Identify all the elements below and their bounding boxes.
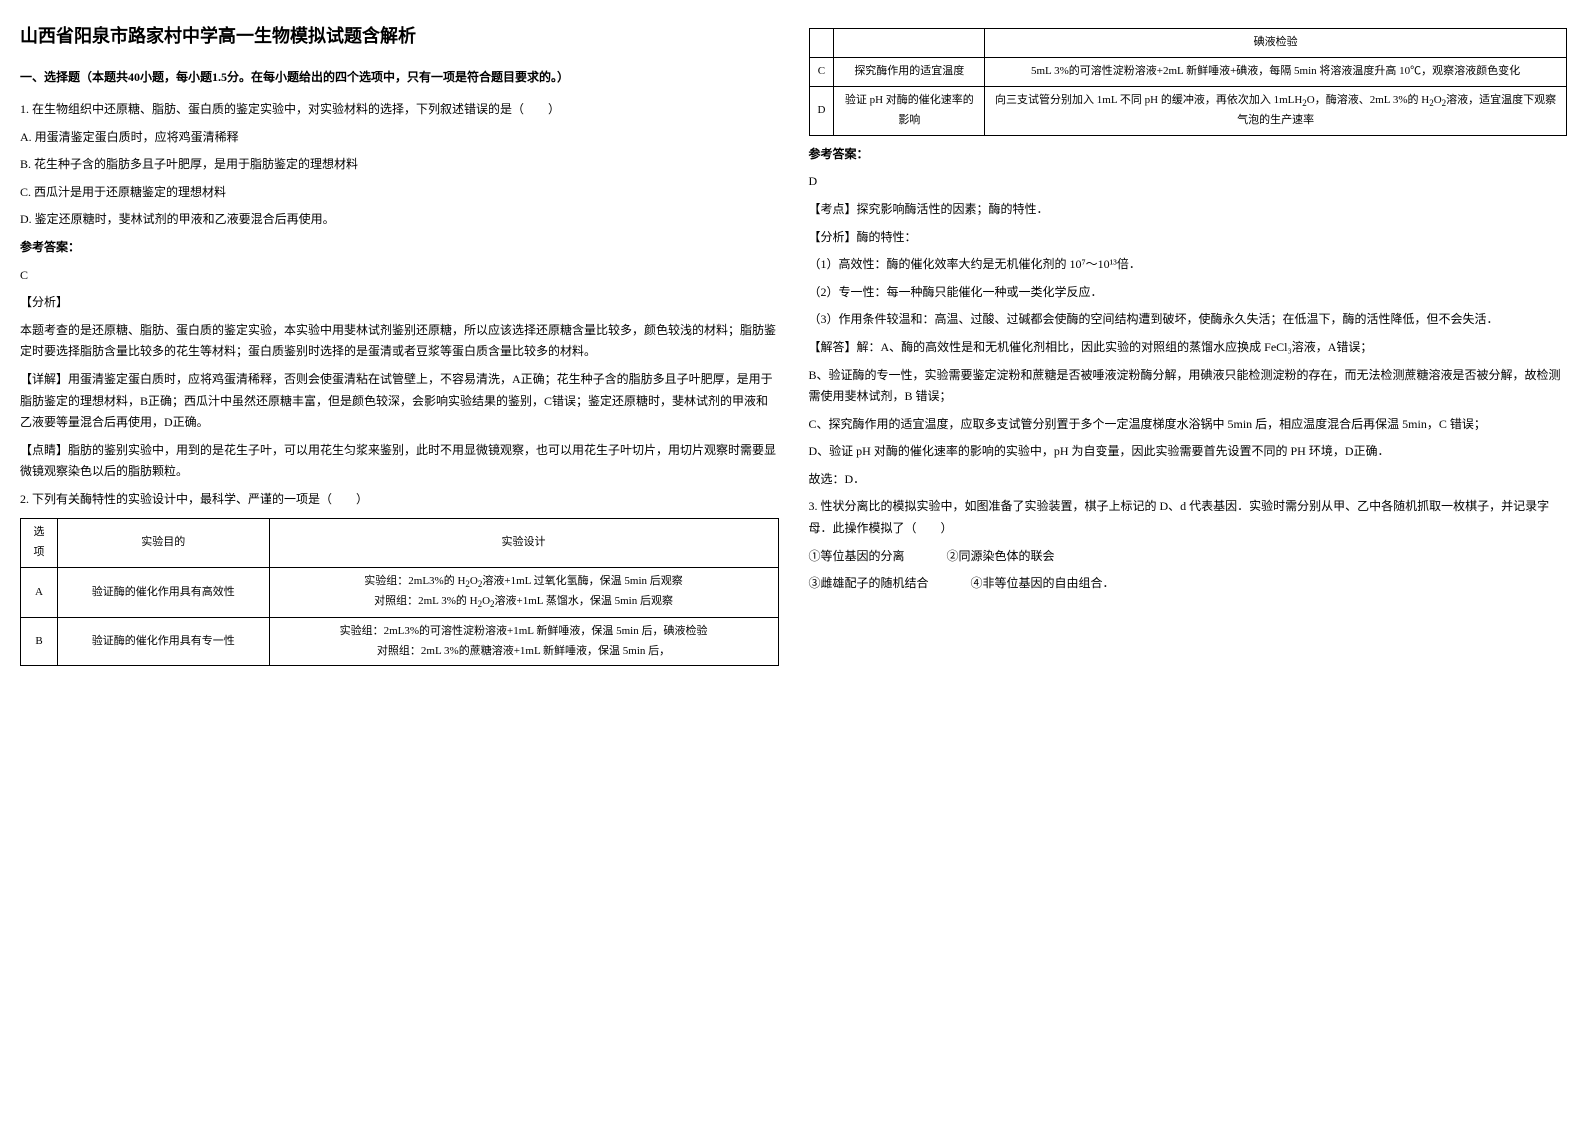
q1-answer: C — [20, 265, 779, 287]
q2-rowA-purpose: 验证酶的催化作用具有高效性 — [58, 568, 270, 618]
q1-stem: 1. 在生物组织中还原糖、脂肪、蛋白质的鉴定实验中，对实验材料的选择，下列叙述错… — [20, 99, 779, 121]
q2-rowA-opt: A — [21, 568, 58, 618]
q2-rowB-cont-opt — [809, 29, 834, 58]
section-header: 一、选择题（本题共40小题，每小题1.5分。在每小题给出的四个选项中，只有一项是… — [20, 67, 779, 89]
q1-answer-label: 参考答案： — [20, 237, 779, 259]
q2-th-design: 实验设计 — [269, 519, 778, 568]
q2-fenxi-label: 【分析】酶的特性： — [809, 227, 1568, 249]
q1-analysis-label: 【分析】 — [20, 292, 779, 314]
right-column: 碘液检验 C 探究酶作用的适宜温度 5mL 3%的可溶性淀粉溶液+2mL 新鲜唾… — [809, 20, 1568, 674]
q3-opts-row1: ①等位基因的分离 ②同源染色体的联会 — [809, 546, 1568, 568]
q2-th-opt: 选项 — [21, 519, 58, 568]
page-title: 山西省阳泉市路家村中学高一生物模拟试题含解析 — [20, 20, 779, 52]
q2-th-purpose: 实验目的 — [58, 519, 270, 568]
q2-jieda-B: B、验证酶的专一性，实验需要鉴定淀粉和蔗糖是否被唾液淀粉酶分解，用碘液只能检测淀… — [809, 365, 1568, 408]
q2-jieda-A: 【解答】解：A、酶的高效性是和无机催化剂相比，因此实验的对照组的蒸馏水应换成 F… — [809, 337, 1568, 359]
q2-table-part2: 碘液检验 C 探究酶作用的适宜温度 5mL 3%的可溶性淀粉溶液+2mL 新鲜唾… — [809, 28, 1568, 136]
q2-fenxi-3: （3）作用条件较温和：高温、过酸、过碱都会使酶的空间结构遭到破坏，使酶永久失活；… — [809, 309, 1568, 331]
q2-rowC-design: 5mL 3%的可溶性淀粉溶液+2mL 新鲜唾液+碘液，每隔 5min 将溶液温度… — [985, 57, 1567, 86]
q3-opt2: ②同源染色体的联会 — [947, 549, 1055, 563]
q2-stem: 2. 下列有关酶特性的实验设计中，最科学、严谨的一项是（ ） — [20, 489, 779, 511]
q2-rowB-cont-purpose — [834, 29, 985, 58]
left-column: 山西省阳泉市路家村中学高一生物模拟试题含解析 一、选择题（本题共40小题，每小题… — [20, 20, 779, 674]
q2-fenxi-2: （2）专一性：每一种酶只能催化一种或一类化学反应． — [809, 282, 1568, 304]
q2-rowB-opt: B — [21, 617, 58, 666]
q2-rowD-design: 向三支试管分别加入 1mL 不同 pH 的缓冲液，再依次加入 1mLH2O，酶溶… — [985, 86, 1567, 135]
q2-table-part1: 选项 实验目的 实验设计 A 验证酶的催化作用具有高效性 实验组：2mL3%的 … — [20, 518, 779, 666]
q2-jieda-D: D、验证 pH 对酶的催化速率的影响的实验中，pH 为自变量，因此实验需要首先设… — [809, 441, 1568, 463]
q2-rowC-opt: C — [809, 57, 834, 86]
q2-kaodian: 【考点】探究影响酶活性的因素；酶的特性． — [809, 199, 1568, 221]
q3-opt1: ①等位基因的分离 — [809, 546, 905, 568]
q1-optD: D. 鉴定还原糖时，斐林试剂的甲液和乙液要混合后再使用。 — [20, 209, 779, 231]
q2-answer-label: 参考答案： — [809, 144, 1568, 166]
q2-conclusion: 故选：D． — [809, 469, 1568, 491]
q2-fenxi-1: （1）高效性：酶的催化效率大约是无机催化剂的 10⁷～10¹³倍． — [809, 254, 1568, 276]
q1-optA: A. 用蛋清鉴定蛋白质时，应将鸡蛋清稀释 — [20, 127, 779, 149]
q2-rowC-purpose: 探究酶作用的适宜温度 — [834, 57, 985, 86]
q3-stem: 3. 性状分离比的模拟实验中，如图准备了实验装置，棋子上标记的 D、d 代表基因… — [809, 496, 1568, 539]
q2-answer: D — [809, 171, 1568, 193]
q1-analysis-p1: 本题考查的是还原糖、脂肪、蛋白质的鉴定实验，本实验中用斐林试剂鉴别还原糖，所以应… — [20, 320, 779, 363]
q1-point: 【点睛】脂肪的鉴别实验中，用到的是花生子叶，可以用花生匀浆来鉴别，此时不用显微镜… — [20, 440, 779, 483]
q2-rowB-purpose: 验证酶的催化作用具有专一性 — [58, 617, 270, 666]
q1-optB: B. 花生种子含的脂肪多且子叶肥厚，是用于脂肪鉴定的理想材料 — [20, 154, 779, 176]
q2-rowA-design: 实验组：2mL3%的 H2O2溶液+1mL 过氧化氢酶，保温 5min 后观察对… — [269, 568, 778, 618]
q3-opt3: ③雌雄配子的随机结合 — [809, 573, 929, 595]
q3-opt4: ④非等位基因的自由组合． — [971, 576, 1115, 590]
q1-detail: 【详解】用蛋清鉴定蛋白质时，应将鸡蛋清稀释，否则会使蛋清粘在试管壁上，不容易清洗… — [20, 369, 779, 434]
q2-rowB-cont-design: 碘液检验 — [985, 29, 1567, 58]
q2-jieda-C: C、探究酶作用的适宜温度，应取多支试管分别置于多个一定温度梯度水浴锅中 5min… — [809, 414, 1568, 436]
q3-opts-row2: ③雌雄配子的随机结合 ④非等位基因的自由组合． — [809, 573, 1568, 595]
q2-rowB-design: 实验组：2mL3%的可溶性淀粉溶液+1mL 新鲜唾液，保温 5min 后，碘液检… — [269, 617, 778, 666]
q2-rowD-opt: D — [809, 86, 834, 135]
q1-optC: C. 西瓜汁是用于还原糖鉴定的理想材料 — [20, 182, 779, 204]
q2-rowD-purpose: 验证 pH 对酶的催化速率的影响 — [834, 86, 985, 135]
